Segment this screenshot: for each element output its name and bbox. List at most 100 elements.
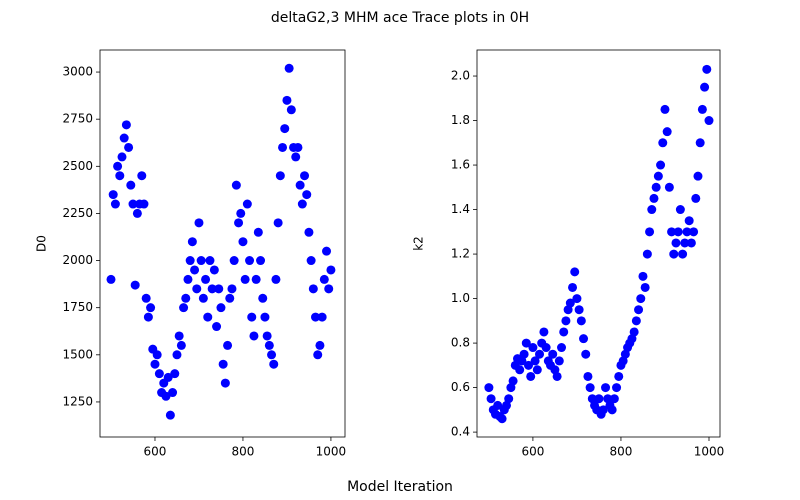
point — [636, 294, 646, 304]
point — [561, 316, 571, 326]
point — [284, 63, 294, 73]
point — [117, 152, 127, 162]
point — [572, 294, 582, 304]
point — [638, 271, 648, 281]
point — [598, 405, 608, 415]
point — [121, 120, 131, 130]
point — [113, 161, 123, 171]
point — [585, 383, 595, 393]
point — [187, 237, 197, 247]
point — [212, 322, 222, 332]
point — [154, 369, 164, 379]
point — [234, 218, 244, 228]
point — [196, 256, 206, 266]
y-tick-label: 2.0 — [451, 69, 470, 83]
point — [319, 274, 329, 284]
point — [218, 359, 228, 369]
point — [264, 340, 274, 350]
point — [126, 180, 136, 190]
y-tick-label: 1.8 — [451, 113, 470, 127]
point — [225, 293, 235, 303]
point — [660, 104, 670, 114]
point — [229, 256, 239, 266]
point — [557, 343, 567, 353]
point — [521, 338, 531, 348]
point — [497, 414, 507, 424]
point — [702, 64, 712, 74]
point — [541, 343, 551, 353]
point — [649, 193, 659, 203]
point — [579, 334, 589, 344]
point — [642, 249, 652, 259]
point — [146, 303, 156, 313]
point — [484, 383, 494, 393]
point — [143, 312, 153, 322]
point — [249, 331, 259, 341]
point — [152, 350, 162, 360]
point — [207, 284, 217, 294]
point — [236, 208, 246, 218]
point — [256, 256, 266, 266]
point — [278, 142, 288, 152]
point — [139, 199, 149, 209]
point — [306, 256, 316, 266]
x-axis-label: Model Iteration — [347, 479, 453, 495]
y-tick-label: 1.0 — [451, 291, 470, 305]
point — [258, 293, 268, 303]
point — [530, 356, 540, 366]
point — [269, 359, 279, 369]
point — [640, 282, 650, 292]
point — [682, 227, 692, 237]
point — [141, 293, 151, 303]
point — [583, 371, 593, 381]
point — [192, 284, 202, 294]
point — [247, 312, 257, 322]
point — [326, 265, 336, 275]
point — [315, 340, 325, 350]
point — [570, 267, 580, 277]
point — [168, 388, 178, 398]
point — [273, 218, 283, 228]
point — [678, 249, 688, 259]
point — [174, 331, 184, 341]
point — [227, 284, 237, 294]
point — [183, 274, 193, 284]
point — [504, 394, 514, 404]
y-tick-label: 0.4 — [451, 425, 470, 439]
point — [629, 327, 639, 337]
point — [108, 190, 118, 200]
x-tick-label: 800 — [609, 445, 632, 459]
point — [179, 303, 189, 313]
point — [137, 171, 147, 181]
point — [519, 349, 529, 359]
point — [128, 199, 138, 209]
point — [302, 190, 312, 200]
point — [539, 327, 549, 337]
point — [658, 138, 668, 148]
point — [614, 371, 624, 381]
point — [612, 383, 622, 393]
point — [194, 218, 204, 228]
point — [528, 343, 538, 353]
point — [322, 246, 332, 256]
x-tick-label: 800 — [232, 445, 255, 459]
point — [515, 365, 525, 375]
point — [647, 205, 657, 215]
point — [581, 349, 591, 359]
point — [172, 350, 182, 360]
point — [486, 394, 496, 404]
point — [317, 312, 327, 322]
point — [304, 227, 314, 237]
point — [664, 182, 674, 192]
point — [634, 305, 644, 315]
point — [300, 171, 310, 181]
point — [671, 238, 681, 248]
point — [275, 171, 285, 181]
point — [686, 238, 696, 248]
point — [324, 284, 334, 294]
point — [311, 312, 321, 322]
point — [689, 227, 699, 237]
point — [220, 378, 230, 388]
y-tick-label: 2250 — [62, 206, 93, 220]
